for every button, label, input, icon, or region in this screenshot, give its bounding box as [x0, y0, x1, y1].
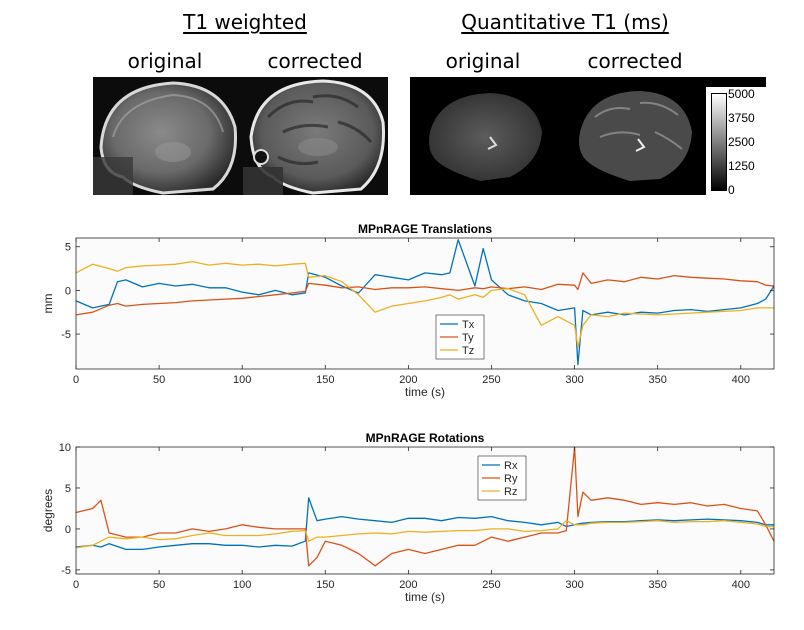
x-tick-label: 0 [73, 579, 79, 591]
plot-area [76, 238, 774, 369]
t1-weighted-title: T1 weighted [183, 10, 307, 34]
x-tick-label: 400 [732, 374, 750, 386]
y-axis-label: mm [41, 294, 55, 314]
x-tick-label: 250 [482, 374, 500, 386]
colorbar-tick: 0 [728, 183, 735, 197]
x-tick-label: 100 [233, 579, 251, 591]
t1-weighted-image-pair [93, 77, 388, 195]
chart-title: MPnRAGE Translations [358, 222, 492, 236]
x-tick-label: 100 [233, 374, 251, 386]
series-group [75, 446, 775, 567]
x-tick-label: 350 [648, 374, 666, 386]
t1w-corrected-label: corrected [267, 49, 363, 73]
x-tick-label: 300 [565, 579, 583, 591]
series-line-tx [75, 239, 775, 366]
colorbar [711, 93, 727, 191]
x-axis-label: time (s) [405, 385, 445, 399]
y-tick-label: -5 [61, 329, 71, 341]
colorbar-tick: 5000 [728, 87, 755, 101]
quantitative-t1-image-pair [410, 77, 706, 195]
x-tick-label: 200 [399, 579, 417, 591]
axes-box [75, 237, 775, 370]
series-line-rx [75, 497, 774, 551]
x-tick-label: 0 [73, 374, 79, 386]
colorbar-tick: 2500 [728, 135, 755, 149]
y-tick-label: 5 [65, 483, 71, 495]
series-line-ry [75, 446, 775, 567]
axes-box [75, 446, 775, 575]
legend-label-rx: Rx [504, 460, 518, 472]
x-tick-label: 400 [732, 579, 750, 591]
x-tick-label: 300 [565, 374, 583, 386]
x-tick-label: 50 [153, 579, 165, 591]
quantitative-t1-title: Quantitative T1 (ms) [461, 10, 669, 34]
qt1-corrected-label: corrected [587, 49, 683, 73]
legend-label-tx: Tx [462, 319, 475, 331]
x-tick-label: 150 [316, 579, 334, 591]
x-tick-label: 150 [316, 374, 334, 386]
x-tick-label: 350 [648, 579, 666, 591]
colorbar-tick: 1250 [728, 159, 755, 173]
colorbar-tick-labels: 5000 3750 2500 1250 0 [728, 87, 768, 197]
legend-label-rz: Rz [504, 486, 517, 498]
x-tick-label: 250 [482, 579, 500, 591]
y-tick-label: 0 [65, 285, 71, 297]
t1w-original-brain [93, 81, 238, 195]
qt1-original-label: original [445, 49, 521, 73]
colorbar-tick: 3750 [728, 111, 755, 125]
t1w-original-label: original [127, 49, 203, 73]
chart-title: MPnRAGE Rotations [366, 431, 485, 445]
legend-label-ty: Ty [462, 332, 474, 344]
legend-label-tz: Tz [462, 345, 474, 357]
series-line-tz [75, 260, 774, 348]
legend-label-ry: Ry [504, 473, 518, 485]
x-axis-label: time (s) [405, 590, 445, 604]
series-line-rz [75, 520, 774, 549]
y-tick-label: 5 [65, 242, 71, 254]
y-tick-label: 10 [59, 442, 71, 454]
x-tick-label: 50 [153, 374, 165, 386]
y-tick-label: 0 [65, 524, 71, 536]
y-tick-label: -5 [61, 565, 71, 577]
qt1-corrected-brain [579, 91, 692, 181]
chart-translations: 0 50 100 150 200 250 300 350 400 -5 0 5 MPnRAGE Tran… [41, 222, 775, 399]
series-line-ty [75, 272, 775, 316]
image-border-strip [706, 77, 766, 87]
plot-area [76, 447, 774, 574]
t1w-corrected-brain [243, 79, 386, 195]
qt1-original-brain [429, 93, 542, 181]
x-tick-label: 200 [399, 374, 417, 386]
series-group [75, 239, 775, 366]
y-axis-label: degrees [41, 489, 55, 532]
